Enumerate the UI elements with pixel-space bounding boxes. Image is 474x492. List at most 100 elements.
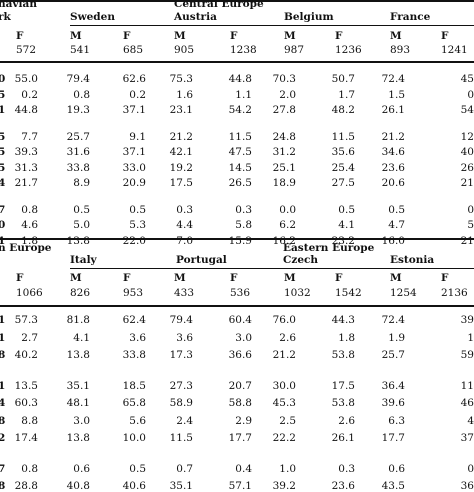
- bottom-country-czech: Czech: [283, 254, 319, 266]
- table-cell: 26.1: [331, 432, 355, 444]
- table-cell: 0.3: [338, 462, 355, 475]
- table-cell: 0.6: [73, 462, 90, 475]
- table-cell: 3.6: [176, 331, 193, 344]
- table-cell: 21: [460, 177, 474, 189]
- table-cell: 43.5: [381, 480, 405, 492]
- table-cell: 36: [460, 480, 474, 492]
- table-cell: 4.6: [21, 219, 38, 231]
- table-cell: 48.2: [331, 104, 355, 116]
- sex-label: F: [16, 272, 24, 284]
- top-country-belgium: Belgium: [284, 11, 334, 23]
- table-cell: 33.0: [122, 161, 146, 174]
- row-label: 5: [0, 161, 6, 174]
- table-cell: 1: [467, 331, 474, 344]
- table-cell: 1.6: [176, 88, 193, 101]
- table-cell: 2.9: [235, 414, 252, 427]
- sex-label: F: [335, 30, 343, 42]
- table-cell: 45: [460, 73, 474, 85]
- table-cell: 2.6: [279, 331, 296, 344]
- table-cell: 57.3: [14, 314, 38, 326]
- table-cell: 28.8: [14, 480, 38, 492]
- sex-label: M: [284, 30, 296, 42]
- row-label: 5: [0, 88, 6, 101]
- table-cell: 53.8: [331, 349, 355, 361]
- table-cell: 58.9: [169, 397, 193, 409]
- sample-size: 536: [230, 287, 251, 299]
- table-cell: 18.5: [122, 379, 146, 392]
- table-cell: 72.4: [381, 314, 405, 326]
- table-cell: 26: [460, 161, 474, 174]
- table-cell: 1.8: [21, 234, 38, 247]
- table-row: 7 0.8 0.6 0.5 0.7 0.4 1.0 0.3 0.6 0: [0, 463, 474, 475]
- table-cell: 7.0: [176, 234, 193, 247]
- table-cell: 18.9: [272, 177, 296, 189]
- table-cell: 22.0: [122, 234, 146, 247]
- table-cell: 54: [460, 104, 474, 116]
- table-row: 1 13.5 35.1 18.5 27.3 20.7 30.0 17.5 36.4 11: [0, 380, 474, 392]
- sex-label: F: [230, 272, 238, 284]
- table-cell: 22.2: [272, 432, 296, 444]
- table-row: 8 40.2 13.8 33.8 17.3 36.6 21.2 53.8 25.7 59: [0, 349, 474, 361]
- table-cell: 11.5: [169, 432, 193, 444]
- table-cell: 72.4: [381, 73, 405, 85]
- table-cell: 0.3: [235, 203, 252, 216]
- row-label: 4: [0, 397, 6, 409]
- top-country-sweden: Sweden: [70, 11, 115, 23]
- table-cell: 47.5: [228, 146, 252, 158]
- sex-label: M: [70, 30, 82, 42]
- sex-label: F: [16, 30, 24, 42]
- sample-size: 1032: [284, 287, 311, 299]
- table-cell: 17.5: [169, 177, 193, 189]
- table-cell: 37.1: [122, 104, 146, 116]
- table-cell: 21: [460, 234, 474, 247]
- table-cell: 33.8: [122, 349, 146, 361]
- table-cell: 27.3: [169, 379, 193, 392]
- table-cell: 27.5: [331, 177, 355, 189]
- sex-label: M: [390, 272, 402, 284]
- table-cell: 79.4: [66, 73, 90, 85]
- table-cell: 17.5: [331, 379, 355, 392]
- sample-size: 893: [390, 44, 411, 56]
- row-label: 1: [0, 314, 6, 326]
- table-row: 4 60.3 48.1 65.8 58.9 58.8 45.3 53.8 39.6 46: [0, 397, 474, 409]
- bottom-region-southern-europe: n Europe: [0, 242, 52, 254]
- table-cell: 5.6: [129, 414, 146, 427]
- table-cell: 25.1: [272, 161, 296, 174]
- table-cell: 5.3: [129, 219, 146, 231]
- table-cell: 4.1: [338, 219, 355, 231]
- table-cell: 3.6: [129, 331, 146, 344]
- table-row: 8 8.8 3.0 5.6 2.4 2.9 2.5 2.6 6.3 4: [0, 415, 474, 427]
- table-cell: 1.0: [279, 462, 296, 475]
- table-cell: 0.2: [129, 88, 146, 101]
- table-cell: 62.4: [122, 314, 146, 326]
- table-cell: 0.4: [235, 462, 252, 475]
- table-cell: 48.1: [66, 397, 90, 409]
- row-label: 1: [0, 379, 6, 392]
- table-row: 1 44.8 19.3 37.1 23.1 54.2 27.8 48.2 26.1 54: [0, 104, 474, 116]
- table-cell: 7.7: [21, 130, 38, 143]
- table-cell: 20.7: [228, 379, 252, 392]
- table-cell: 53.8: [331, 397, 355, 409]
- table-cell: 81.8: [66, 314, 90, 326]
- top-body-rule: [0, 61, 474, 63]
- bottom-country-estonia: Estonia: [390, 254, 435, 266]
- table-cell: 37: [460, 432, 474, 444]
- table-cell: 21.2: [169, 130, 193, 143]
- table-cell: 14.5: [228, 161, 252, 174]
- table-cell: 31.2: [272, 146, 296, 158]
- table-cell: 0: [467, 88, 474, 101]
- table-cell: 1.5: [388, 88, 405, 101]
- top-country-france: France: [390, 11, 431, 23]
- table-cell: 2.7: [21, 331, 38, 344]
- sex-label: M: [174, 272, 186, 284]
- table-cell: 23.6: [381, 161, 405, 174]
- table-cell: 60.4: [228, 314, 252, 326]
- bottom-body-rule: [0, 305, 474, 307]
- table-cell: 39.2: [272, 480, 296, 492]
- row-label: 5: [0, 130, 6, 143]
- table-cell: 1.7: [338, 88, 355, 101]
- row-label: 5: [0, 146, 6, 158]
- sex-label: M: [284, 272, 296, 284]
- table-cell: 0.8: [21, 462, 38, 475]
